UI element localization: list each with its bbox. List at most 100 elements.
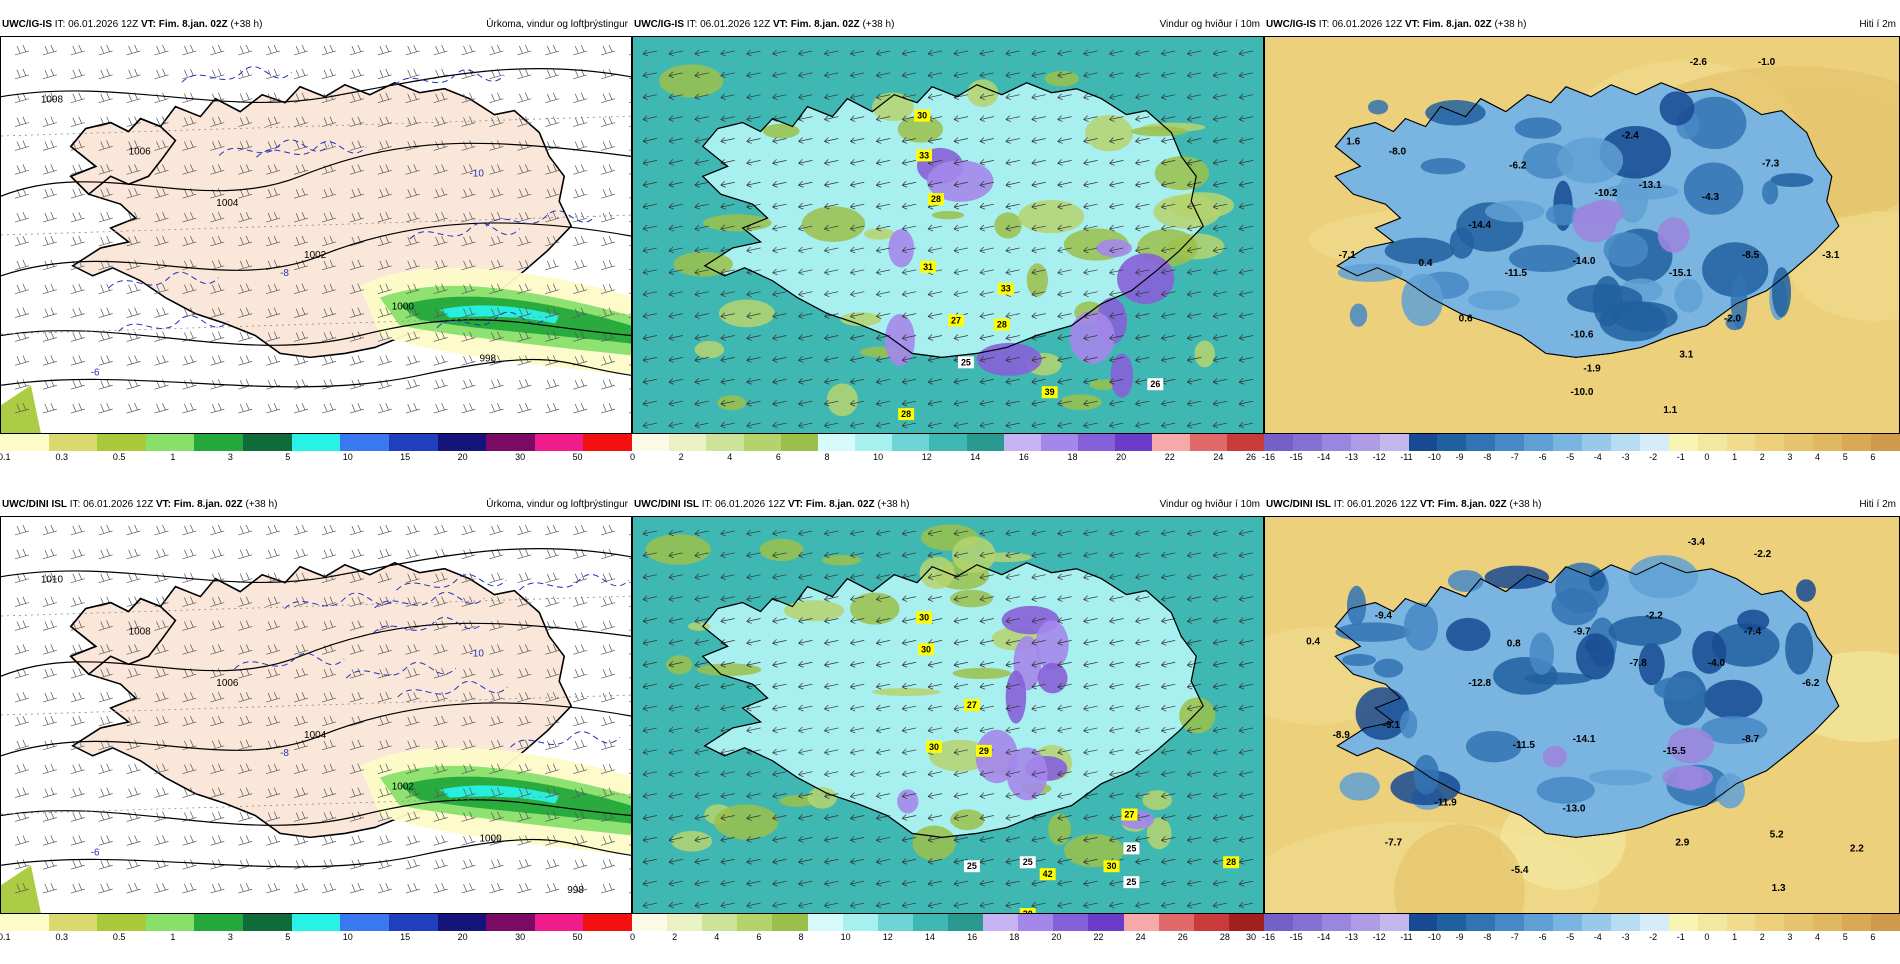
colorbar: 0 2 4 6 8 10 12 14 16 18 20 22 24 26 28 30: [630, 914, 1265, 950]
wind-arrow: [1212, 356, 1228, 363]
wind-speed-patch: [850, 592, 900, 625]
cold-temp-patch: [1604, 183, 1679, 200]
wind-barb: [433, 188, 448, 199]
wind-arrow: [1238, 529, 1254, 537]
wind-barb: [461, 140, 476, 151]
wind-arrow: [1186, 115, 1202, 122]
gust-label: 30: [917, 111, 927, 121]
colorbar-tick-label: 0: [630, 452, 636, 462]
wind-barb: [517, 763, 532, 775]
wind-barb: [293, 787, 309, 798]
wind-barb: [293, 763, 309, 775]
wind-arrow: [642, 246, 657, 254]
wind-arrow: [694, 115, 709, 122]
wind-arrow: [875, 246, 891, 254]
wind-barb: [126, 188, 141, 199]
wind-barb: [461, 859, 476, 870]
wind-barb: [293, 188, 309, 199]
wind-barb: [14, 691, 30, 703]
wind-arrow: [1135, 93, 1150, 101]
map-area[interactable]: 1010 1008 1006 1004 1002 1000 998 -10 -8 -6: [0, 516, 632, 914]
cold-temp-patch: [1770, 173, 1814, 188]
wind-barb: [461, 811, 476, 822]
wind-barb: [182, 811, 197, 822]
colorbar-tick-label: -13: [1344, 932, 1358, 942]
wind-barb: [210, 44, 225, 56]
cold-temp-patch: [1373, 658, 1404, 678]
wind-barb: [461, 379, 476, 390]
wind-arrow: [720, 137, 735, 144]
isotherm-line: [256, 141, 367, 158]
wind-arrow: [901, 639, 917, 646]
wind-arrow: [1057, 901, 1072, 909]
wind-barb: [238, 835, 253, 846]
wind-barb: [42, 811, 57, 822]
wind-arrow: [979, 202, 994, 210]
wind-arrow: [746, 595, 761, 602]
colorbar-tick-label: 4: [1815, 452, 1821, 462]
map-area[interactable]: -2.6 -1.0 1.6 -8.0 -6.2 -2.4 -7.3 -13.1 -10.2 -4.…: [1264, 36, 1900, 434]
wind-barb: [517, 44, 532, 56]
wind-barb: [349, 44, 364, 56]
wind-arrow: [1083, 836, 1098, 843]
isotherm-line: [396, 573, 507, 591]
colorbar-tick-label: 2: [1759, 452, 1765, 462]
wind-barb: [573, 715, 588, 727]
wind-barb: [545, 811, 560, 822]
map-area[interactable]: 3030273029252527252842302530: [632, 516, 1264, 914]
wind-arrow: [798, 748, 813, 756]
wind-barb: [42, 331, 57, 342]
wind-barb: [433, 739, 448, 751]
wind-arrow: [1238, 224, 1254, 232]
wind-arrow: [1161, 836, 1176, 843]
wind-arrow: [1161, 202, 1176, 210]
wind-arrow: [720, 49, 735, 57]
wind-arrow: [901, 115, 917, 122]
it-label: IT:: [69, 499, 81, 510]
wind-barb: [377, 235, 392, 247]
wind-arrow: [746, 268, 761, 276]
wind-arrow: [746, 334, 761, 341]
isotherm-line: [218, 139, 330, 156]
cold-temp-patch: [1659, 91, 1695, 126]
colorbar-swatch: [1842, 914, 1872, 931]
colorbar-swatch: [1755, 434, 1785, 451]
panel-run-info: UWC/DINI ISL IT: 06.01.2026 12Z VT: Fim.…: [1266, 494, 1541, 516]
temperature-label: 0.4: [1306, 636, 1320, 647]
colorbar-tick-label: -11: [1400, 452, 1413, 462]
wind-arrow: [1212, 748, 1228, 756]
isobar-label: 1002: [304, 250, 327, 261]
wind-arrow: [1005, 901, 1020, 909]
wind-arrow: [953, 814, 969, 821]
wind-arrow: [1238, 879, 1254, 887]
wind-arrow: [1005, 202, 1020, 210]
wind-arrow: [824, 224, 839, 232]
temperature-label: -6.2: [1509, 160, 1527, 171]
wind-barb: [238, 164, 253, 175]
wind-arrow: [1212, 202, 1228, 210]
wind-barb: [182, 331, 197, 342]
wind-barb: [545, 116, 560, 127]
colorbar-tick-label: 22: [1093, 932, 1104, 942]
isotherm-label: -6: [91, 367, 100, 378]
wind-speed-patch: [1085, 114, 1133, 152]
wind-barb: [545, 307, 560, 318]
wind-arrow: [720, 551, 735, 559]
map-area[interactable]: -3.4 -2.2 -9.4 0.4 -9.7 -2.2 -7.4 0.8 -7.8 -4.0 -1…: [1264, 516, 1900, 914]
wind-arrow: [1031, 551, 1046, 559]
wind-arrow: [694, 246, 709, 254]
wind-arrow: [772, 334, 787, 341]
wind-barb: [98, 572, 113, 584]
map-area[interactable]: 303328313328272526392831: [632, 36, 1264, 434]
vt-label: VT:: [787, 499, 803, 510]
wind-barb: [238, 331, 253, 342]
wind-arrow: [979, 159, 994, 166]
map-canvas: 3030273029252527252842302530: [633, 517, 1263, 913]
wind-arrow: [850, 573, 865, 581]
map-area[interactable]: 1008 1006 1004 1002 1000 998 -10 -8 -6: [0, 36, 632, 434]
wind-barb: [349, 355, 364, 366]
gust-label-bg: [997, 282, 1014, 295]
wind-arrow: [694, 378, 709, 385]
wind-barb: [210, 331, 225, 342]
wind-arrow: [927, 551, 943, 559]
